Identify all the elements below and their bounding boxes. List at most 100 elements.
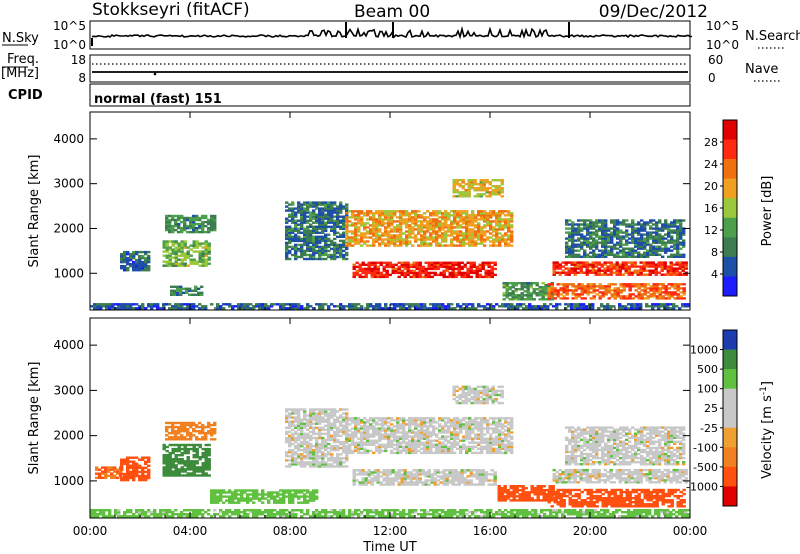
heatmap-cell [573, 509, 577, 512]
heatmap-cell [165, 264, 169, 267]
heatmap-cell [159, 307, 163, 310]
heatmap-cell [568, 289, 572, 292]
heatmap-cell [176, 287, 180, 290]
heatmap-cell [312, 237, 316, 241]
heatmap-cell [378, 244, 382, 247]
heatmap-cell [610, 233, 614, 236]
heatmap-cell [336, 243, 340, 247]
heatmap-cell [135, 250, 139, 254]
heatmap-cell [261, 493, 265, 496]
heatmap-cell [135, 269, 139, 272]
heatmap-cell [472, 263, 476, 266]
heatmap-cell [294, 493, 298, 496]
heatmap-cell [276, 495, 280, 498]
heatmap-cell [192, 230, 196, 234]
heatmap-cell [553, 287, 557, 290]
heatmap-cell [342, 307, 346, 310]
heatmap-cell [204, 432, 208, 435]
heatmap-cell [327, 219, 331, 222]
heatmap-cell [468, 236, 472, 239]
heatmap-cell [105, 515, 109, 518]
heatmap-cell [543, 305, 547, 308]
heatmap-cell [297, 223, 301, 226]
heatmap-cell [312, 493, 316, 496]
heatmap-cell [670, 235, 674, 238]
heatmap-cell [598, 241, 602, 244]
heatmap-cell [216, 303, 220, 306]
heatmap-cell [651, 307, 655, 310]
heatmap-cell [523, 298, 527, 301]
heatmap-cell [613, 247, 617, 250]
heatmap-cell [606, 267, 610, 270]
heatmap-cell [441, 307, 445, 310]
heatmap-cell [375, 240, 379, 243]
heatmap-cell [384, 226, 388, 229]
heatmap-cell [663, 303, 667, 306]
heatmap-cell [618, 273, 622, 276]
heatmap-cell [288, 229, 292, 232]
heatmap-cell [176, 291, 180, 294]
heatmap-cell [583, 291, 587, 294]
heatmap-cell [426, 226, 430, 229]
heatmap-cell [666, 273, 670, 276]
heatmap-cell [98, 468, 102, 471]
heatmap-cell [625, 297, 629, 300]
heatmap-cell [141, 307, 145, 310]
heatmap-cell [369, 509, 373, 512]
heatmap-cell [370, 267, 374, 271]
heatmap-cell [399, 242, 403, 245]
heatmap-cell [661, 229, 665, 232]
heatmap-cell [231, 495, 235, 498]
heatmap-cell [544, 286, 548, 289]
heatmap-cell [447, 230, 451, 233]
heatmap-cell [426, 513, 430, 516]
heatmap-cell [180, 434, 184, 437]
heatmap-cell [324, 237, 328, 241]
heatmap-cell [675, 267, 679, 270]
heatmap-cell [120, 515, 124, 518]
heatmap-cell [544, 294, 548, 297]
heatmap-cell [285, 243, 289, 247]
heatmap-cell [207, 228, 211, 232]
heatmap-cell [639, 303, 643, 306]
heatmap-cell [619, 295, 623, 298]
heatmap-cell [607, 283, 611, 286]
heatmap-cell [475, 267, 479, 271]
heatmap-cell [300, 491, 304, 494]
heatmap-cell [165, 214, 169, 218]
heatmap-cell [345, 203, 349, 206]
heatmap-cell [132, 460, 136, 463]
heatmap-cell [667, 255, 671, 258]
heatmap-cell [330, 239, 334, 243]
heatmap-cell [447, 305, 451, 308]
heatmap-cell [607, 241, 611, 244]
heatmap-cell [342, 221, 346, 224]
heatmap-cell [535, 294, 539, 297]
heatmap-cell [192, 305, 196, 308]
heatmap-cell [489, 511, 493, 514]
heatmap-cell [453, 230, 457, 233]
heatmap-cell [288, 215, 292, 218]
heatmap-cell [186, 468, 190, 471]
heatmap-cell [444, 236, 448, 239]
heatmap-cell [547, 287, 551, 290]
heatmap-cell [486, 222, 490, 225]
heatmap-cell [171, 305, 175, 308]
heatmap-cell [594, 263, 598, 266]
heatmap-cell [261, 497, 265, 500]
heatmap-cell [171, 449, 175, 453]
heatmap-cell [643, 255, 647, 258]
heatmap-cell [489, 240, 493, 243]
heatmap-cell [285, 257, 289, 261]
heatmap-cell [318, 247, 322, 251]
heatmap-cell [565, 249, 569, 252]
heatmap-cell [300, 205, 304, 208]
heatmap-cell [639, 305, 643, 308]
heatmap-cell [445, 267, 449, 271]
heatmap-cell [201, 250, 205, 253]
heatmap-cell [477, 230, 481, 233]
heatmap-cell [654, 273, 658, 276]
heatmap-cell [194, 293, 198, 296]
heatmap-cell [432, 214, 436, 217]
heatmap-cell [622, 289, 626, 292]
